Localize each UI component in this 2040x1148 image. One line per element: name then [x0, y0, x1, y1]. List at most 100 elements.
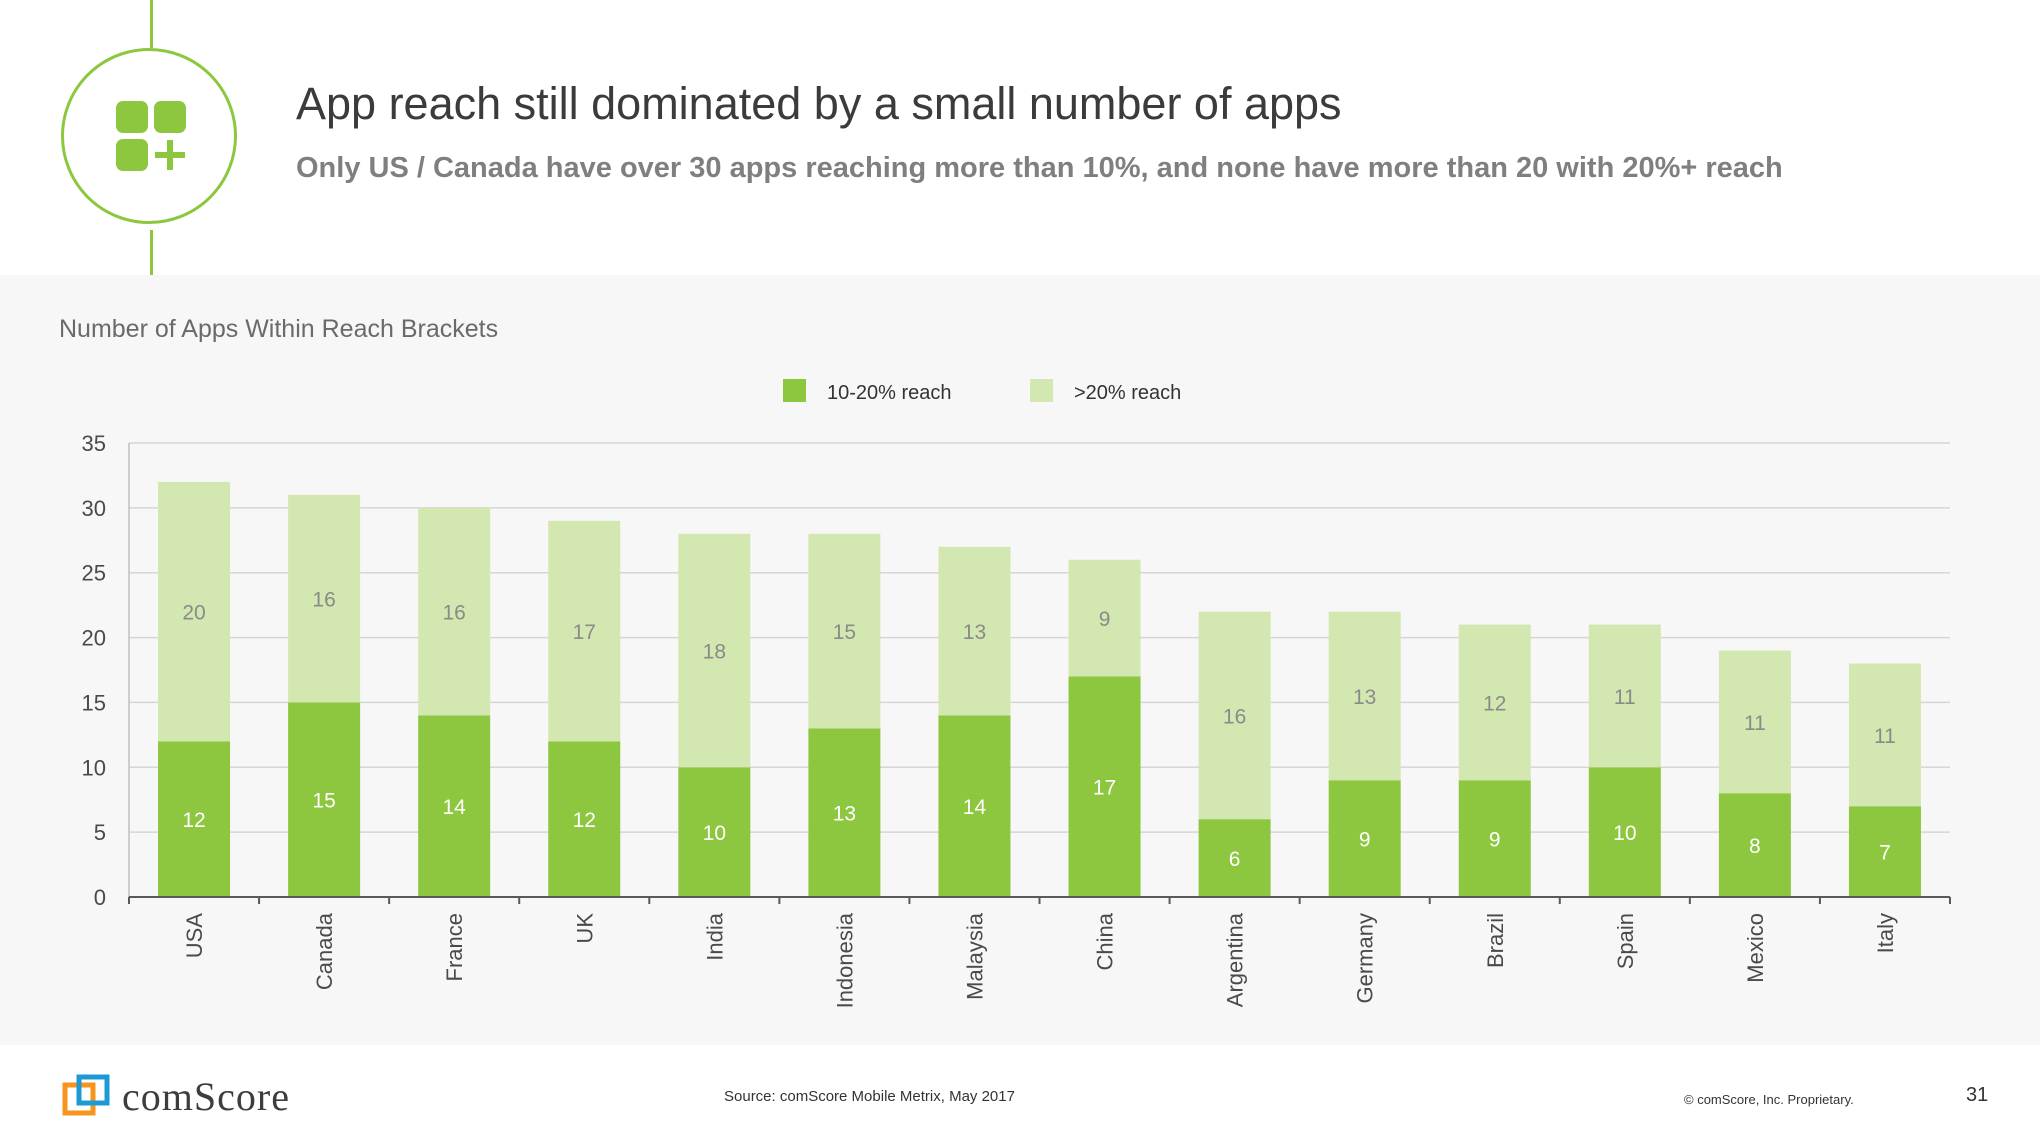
data-label: 10 [1613, 822, 1636, 845]
data-label: 13 [963, 621, 986, 644]
data-label: 9 [1099, 608, 1111, 631]
data-label: 12 [182, 809, 205, 832]
bar-segment-high [1458, 624, 1531, 781]
bar-segment-low [288, 702, 361, 897]
data-label: 16 [442, 602, 465, 625]
y-tick-label: 25 [82, 561, 106, 586]
y-tick-label: 10 [82, 755, 106, 780]
data-label: 10 [703, 822, 726, 845]
x-tick-label: Indonesia [832, 912, 857, 1008]
page-subtitle: Only US / Canada have over 30 apps reach… [296, 152, 1783, 184]
x-tick-label: Argentina [1223, 912, 1248, 1007]
data-label: 11 [1874, 725, 1896, 748]
data-label: 7 [1879, 842, 1891, 865]
data-label: 12 [1483, 692, 1506, 715]
bar-segment-low [1068, 676, 1141, 897]
data-label: 8 [1749, 835, 1761, 858]
bar-segment-high [548, 520, 621, 742]
bar-segment-low [418, 715, 491, 897]
data-label: 14 [442, 796, 466, 819]
x-tick-label: Brazil [1483, 913, 1508, 968]
bar-segment-low [1848, 806, 1921, 897]
bar-segment-high [1328, 611, 1401, 781]
data-label: 18 [703, 641, 726, 664]
data-label: 6 [1229, 848, 1241, 871]
bar-segment-low [808, 728, 881, 897]
y-tick-label: 15 [82, 690, 106, 715]
data-label: 9 [1489, 829, 1501, 852]
x-tick-label: Germany [1353, 913, 1378, 1003]
y-tick-label: 0 [94, 885, 106, 910]
chart-legend: 10-20% reach >20% reach [783, 379, 1181, 404]
data-label: 16 [1223, 705, 1246, 728]
bar-segment-high [678, 533, 751, 768]
bar-segment-high [288, 494, 361, 703]
y-tick-label: 30 [82, 496, 106, 521]
y-tick-label: 35 [82, 431, 106, 456]
x-tick-label: Spain [1613, 913, 1638, 969]
comscore-logo-icon [62, 1074, 110, 1116]
bar-segment-high [1848, 663, 1921, 807]
x-tick-label: Malaysia [962, 912, 987, 1000]
data-label: 17 [1093, 777, 1116, 800]
data-label: 13 [833, 803, 856, 826]
bar-segment-low [678, 767, 751, 897]
bar-segment-low [158, 741, 231, 897]
data-label: 11 [1614, 686, 1636, 709]
data-label: 9 [1359, 829, 1371, 852]
chart-title: Number of Apps Within Reach Brackets [59, 315, 499, 343]
data-label: 20 [182, 602, 205, 625]
stacked-bar-chart: 10-20% reach >20% reach 12201516141612171… [82, 379, 1951, 1008]
source-note: Source: comScore Mobile Metrix, May 2017 [724, 1088, 1015, 1105]
data-label: 15 [833, 621, 856, 644]
bar-segment-low [1198, 819, 1271, 897]
data-label: 13 [1353, 686, 1376, 709]
data-label: 17 [573, 621, 596, 644]
data-label: 14 [963, 796, 987, 819]
x-tick-label: Mexico [1743, 913, 1768, 983]
data-label: 15 [312, 790, 335, 813]
bar-segment-high [938, 546, 1011, 716]
y-tick-label: 20 [82, 626, 106, 651]
bar-segment-low [548, 741, 621, 897]
bars-layer: 12 20 15 16 14 16 12 17 10 18 13 15 14 13 17 9 6 16 9 13 9 12… [158, 481, 1921, 897]
bar-segment-low [1588, 767, 1661, 897]
x-tick-label: China [1093, 912, 1118, 970]
comscore-brand: comScore [122, 1074, 290, 1119]
legend-label: >20% reach [1074, 382, 1181, 404]
bar-segment-high [418, 507, 491, 716]
bar-segment-high [1198, 611, 1271, 820]
x-tick-label: Italy [1873, 913, 1898, 953]
bar-segment-high [1068, 559, 1141, 677]
page-number: 31 [1966, 1084, 1989, 1106]
axis-layer: 0 5 10 15 20 25 30 35 USA Canada France UK India Indo… [82, 431, 1951, 1008]
legend-swatch [1030, 379, 1053, 402]
bar-segment-low [1718, 793, 1791, 897]
x-tick-label: USA [182, 913, 207, 959]
x-tick-label: UK [572, 913, 597, 944]
slide-header: App reach still dominated by a small num… [0, 0, 2040, 275]
legend-swatch [783, 379, 806, 402]
bar-segment-high [1718, 650, 1791, 794]
app-grid-plus-icon [116, 101, 186, 171]
bar-segment-high [158, 481, 231, 742]
x-tick-label: France [442, 913, 467, 981]
page-title: App reach still dominated by a small num… [296, 78, 1342, 129]
grid-layer [129, 442, 1950, 833]
decorative-line-top [150, 0, 153, 48]
x-tick-label: India [702, 912, 727, 960]
app-grid-icon-circle [61, 48, 237, 224]
decorative-line-bottom [150, 230, 153, 275]
bar-segment-low [1458, 780, 1531, 897]
bar-segment-high [808, 533, 881, 729]
x-tick-label: Canada [312, 912, 337, 990]
data-label: 12 [573, 809, 596, 832]
copyright-note: © comScore, Inc. Proprietary. [1684, 1092, 1854, 1107]
legend-label: 10-20% reach [827, 382, 952, 404]
bar-segment-low [1328, 780, 1401, 897]
bar-segment-low [938, 715, 1011, 897]
bar-segment-high [1588, 624, 1661, 768]
data-label: 16 [312, 589, 335, 612]
y-tick-label: 5 [94, 820, 106, 845]
data-label: 11 [1744, 712, 1766, 735]
